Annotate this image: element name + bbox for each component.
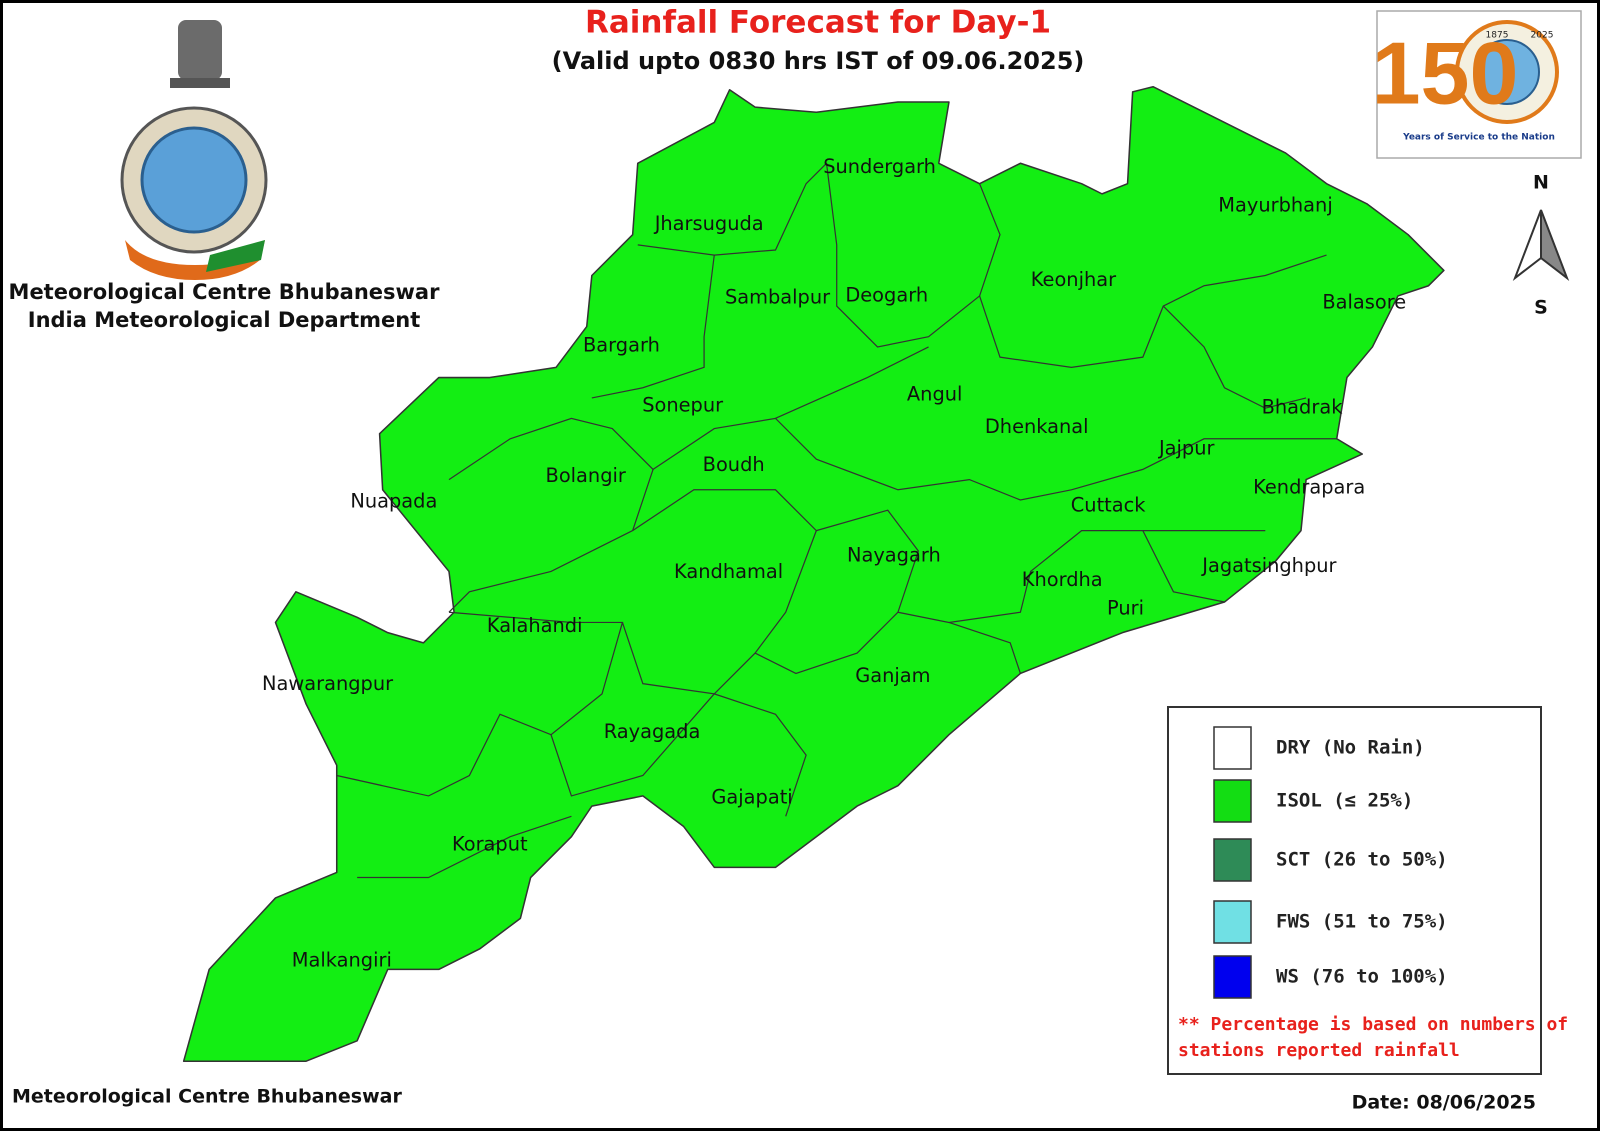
legend-label: FWS (51 to 75%): [1276, 911, 1448, 933]
district-label: Nuapada: [350, 490, 437, 513]
district-label: Keonjhar: [1031, 268, 1116, 291]
district-label: Jharsuguda: [654, 212, 764, 235]
district-label: Kandhamal: [674, 560, 783, 583]
district-label: Nayagarh: [847, 544, 941, 567]
state-outline: [182, 85, 1445, 1062]
legend-label: WS (76 to 100%): [1276, 966, 1448, 988]
district-label: Sonepur: [642, 394, 723, 417]
district-label: Kendrapara: [1253, 475, 1365, 498]
compass-north: N: [1533, 172, 1549, 194]
logo-tagline: Years of Service to the Nation: [1402, 133, 1555, 143]
district-label: Nawarangpur: [262, 672, 393, 695]
district-borders: [336, 162, 1337, 879]
legend-label: DRY (No Rain): [1276, 737, 1425, 759]
logo-year-start: 1875: [1486, 31, 1509, 41]
district-label: Jagatsinghpur: [1201, 554, 1336, 577]
district-label: Boudh: [703, 453, 765, 476]
compass: N S: [1512, 172, 1570, 319]
district-label: Ganjam: [855, 664, 930, 687]
district-label: Koraput: [452, 832, 528, 855]
district-label: Sundergarh: [823, 155, 936, 178]
district-label: Sambalpur: [725, 285, 830, 308]
subtitle: (Valid upto 0830 hrs IST of 09.06.2025): [552, 47, 1085, 75]
logo-number: 150: [1372, 23, 1519, 122]
title: Rainfall Forecast for Day-1: [585, 5, 1051, 41]
district-label: Balasore: [1322, 291, 1406, 314]
district-label: Puri: [1107, 597, 1144, 620]
district-label: Bhadrak: [1262, 396, 1344, 419]
odisha-map: Sundergarh Jharsuguda Mayurbhanj Sambalpur D…: [182, 85, 1445, 1062]
legend-swatch: [1213, 955, 1252, 999]
legend-label: SCT (26 to 50%): [1276, 849, 1448, 871]
district-label: Malkangiri: [292, 949, 392, 972]
district-label: Cuttack: [1071, 494, 1147, 517]
district-label: Rayagada: [604, 720, 701, 743]
org-line-1: Meteorological Centre Bhubaneswar: [9, 280, 441, 304]
legend-note: stations reported rainfall: [1178, 1040, 1460, 1061]
legend-swatch: [1213, 838, 1252, 882]
district-label: Dhenkanal: [985, 415, 1089, 438]
footer-source: Meteorological Centre Bhubaneswar: [12, 1086, 402, 1108]
legend-swatch: [1213, 900, 1252, 944]
imd-emblem: [120, 20, 268, 280]
district-label: Gajapati: [711, 785, 792, 808]
district-label: Mayurbhanj: [1218, 194, 1332, 217]
legend-swatch: [1213, 779, 1252, 823]
district-label: Deogarh: [845, 283, 928, 306]
district-label: Khordha: [1022, 568, 1103, 591]
legend-note: ** Percentage is based on numbers of: [1178, 1014, 1568, 1035]
logo-year-end: 2025: [1531, 31, 1554, 41]
legend-label: ISOL (≤ 25%): [1276, 790, 1413, 812]
district-label: Bargarh: [583, 333, 660, 356]
district-label: Jajpur: [1158, 436, 1215, 459]
footer-date: Date: 08/06/2025: [1352, 1092, 1536, 1114]
org-line-2: India Meteorological Department: [28, 308, 420, 332]
legend: DRY (No Rain) ISOL (≤ 25%) SCT (26 to 50%)…: [1167, 706, 1568, 1075]
district-label: Bolangir: [546, 464, 626, 487]
anniversary-logo: 150 1875 2025 Years of Service to the Na…: [1372, 10, 1582, 159]
district-label: Angul: [907, 382, 963, 405]
compass-south: S: [1534, 297, 1548, 319]
legend-swatch: [1213, 726, 1252, 770]
district-label: Kalahandi: [487, 614, 583, 637]
